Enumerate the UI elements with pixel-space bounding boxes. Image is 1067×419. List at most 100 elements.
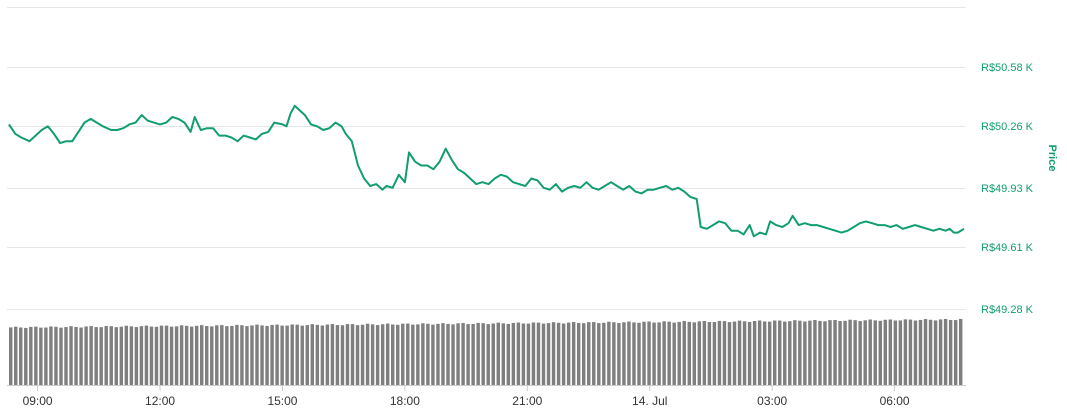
- volume-bar: [19, 327, 23, 385]
- volume-bar: [69, 326, 73, 385]
- volume-bar: [873, 320, 877, 385]
- volume-bar: [587, 322, 591, 385]
- volume-bar: [340, 325, 345, 385]
- volume-bar: [84, 326, 88, 385]
- volume-bar: [466, 324, 470, 385]
- y-tick-label: R$50.26 K: [981, 121, 1034, 133]
- volume-bar: [14, 326, 18, 385]
- volume-bar: [898, 320, 903, 385]
- volume-bar: [476, 322, 480, 385]
- volume-bar: [677, 321, 681, 385]
- volume-bar: [385, 323, 390, 385]
- volume-bar: [210, 326, 214, 385]
- volume-bar: [742, 321, 747, 385]
- volume-bar: [813, 320, 817, 385]
- volume-bar: [637, 322, 641, 385]
- volume-bar: [310, 324, 315, 385]
- volume-bar: [99, 327, 103, 385]
- volume-bar: [205, 326, 209, 385]
- volume-bar: [320, 325, 325, 385]
- volume-bar: [667, 321, 671, 385]
- volume-bar: [571, 322, 576, 385]
- volume-bar: [506, 323, 511, 385]
- volume-bar: [803, 321, 807, 385]
- volume-bar: [788, 321, 792, 385]
- volume-bar: [732, 321, 737, 385]
- volume-bar: [592, 322, 596, 385]
- volume-bar: [406, 323, 410, 385]
- volume-bar: [762, 321, 767, 385]
- volume-bar: [350, 324, 355, 385]
- volume-bar: [933, 320, 938, 385]
- volume-bar: [44, 327, 48, 385]
- volume-bar: [521, 323, 526, 385]
- volume-bar: [888, 319, 893, 385]
- volume-bar: [391, 324, 395, 385]
- volume-bar: [114, 327, 118, 385]
- x-tick-label: 18:00: [390, 394, 420, 408]
- volume-bar: [561, 323, 566, 385]
- volume-bar: [9, 327, 13, 385]
- volume-bar: [511, 322, 516, 385]
- volume-bar: [184, 325, 189, 385]
- volume-bar: [556, 322, 561, 385]
- volume-bar: [903, 319, 908, 385]
- volume-bar: [179, 325, 184, 385]
- volume-bar: [74, 326, 78, 385]
- volume-bar: [682, 321, 686, 385]
- volume-bar: [411, 324, 415, 385]
- volume-bar: [597, 323, 601, 385]
- volume-bar: [270, 324, 274, 385]
- volume-bar: [531, 322, 536, 385]
- volume-bar: [104, 326, 108, 385]
- volume-bar: [622, 322, 626, 385]
- volume-bar: [235, 324, 239, 385]
- series-line: [8, 104, 965, 238]
- volume-bar: [139, 326, 144, 385]
- volume-bar: [778, 320, 782, 385]
- y-axis-ticks: R$50.58 K R$50.26 K R$49.93 K R$49.61 K R$49…: [981, 62, 1034, 316]
- volume-bar: [948, 319, 953, 385]
- volume-bar: [54, 326, 58, 385]
- volume-bar: [290, 324, 294, 385]
- volume-bar: [451, 324, 455, 385]
- volume-bar: [174, 326, 179, 385]
- volume-bar: [793, 320, 797, 385]
- volume-bar: [546, 323, 551, 385]
- volume-bar: [582, 323, 586, 385]
- volume-bar: [953, 320, 958, 385]
- volume-bar: [325, 324, 330, 385]
- y-tick-label: R$49.61 K: [981, 242, 1034, 254]
- volume-bar: [59, 327, 63, 385]
- volume-bar: [34, 326, 38, 385]
- volume-bar: [943, 318, 948, 385]
- volume-bar: [551, 322, 556, 385]
- volume-bar: [335, 325, 340, 385]
- volume-bar: [124, 325, 129, 385]
- volume-bar: [773, 320, 777, 385]
- volume-bar: [486, 324, 490, 385]
- volume-bar: [627, 321, 631, 385]
- volume-bar: [747, 321, 752, 385]
- volume-bar: [672, 322, 676, 385]
- volume-bar: [823, 321, 827, 385]
- volume-bar: [808, 320, 812, 385]
- volume-bar: [471, 324, 475, 385]
- volume-bar: [526, 323, 531, 385]
- volume-bar: [868, 319, 872, 385]
- volume-bar: [375, 325, 380, 385]
- volume-bar: [39, 327, 43, 385]
- x-tick-label: 06:00: [880, 394, 910, 408]
- volume-bar: [707, 322, 712, 385]
- x-tick-label: 14. Jul: [632, 394, 667, 408]
- volume-bar: [421, 323, 425, 385]
- volume-bar: [923, 319, 928, 385]
- volume-bars: [9, 318, 963, 385]
- y-tick-label: R$49.28 K: [981, 304, 1034, 316]
- volume-bar: [285, 325, 289, 385]
- volume-bar: [938, 319, 943, 385]
- volume-bar: [516, 322, 521, 385]
- volume-bar: [662, 321, 666, 385]
- volume-bar: [607, 321, 611, 385]
